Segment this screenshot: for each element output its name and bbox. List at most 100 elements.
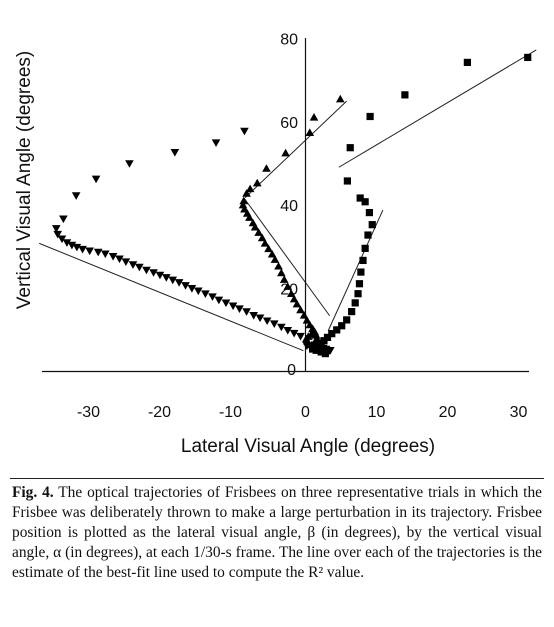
triangle-down-marker xyxy=(193,287,203,296)
triangle-up-marker xyxy=(257,233,267,242)
square-marker xyxy=(348,307,356,316)
triangle-up-marker xyxy=(279,275,289,283)
y-tick-label: 80 xyxy=(280,32,298,49)
x-tick-labels: -30 -20 -10 0 10 20 30 xyxy=(77,404,528,421)
square-marker xyxy=(354,290,362,298)
square-marker xyxy=(524,53,532,62)
triangle-down-marker xyxy=(240,127,249,136)
square-marker xyxy=(346,144,354,152)
triangle-down-marker xyxy=(128,261,138,269)
triangle-up-marker xyxy=(309,113,319,121)
triangle-down-marker xyxy=(235,305,244,313)
x-tick-label: 30 xyxy=(510,404,528,421)
x-tick-label: -30 xyxy=(77,404,100,421)
triangle-down-marker xyxy=(142,266,151,275)
triangle-down-marker xyxy=(125,160,134,168)
square-marker xyxy=(343,316,351,324)
triangle-down-marker xyxy=(108,252,118,261)
triangle-up-marker xyxy=(254,228,263,236)
triangle-down-marker xyxy=(228,302,238,311)
scatter-chart: -30 -20 -10 0 10 20 30 0 20 40 60 80 Lateral Visua… xyxy=(14,32,537,457)
triangle-down-marker xyxy=(100,250,110,259)
y-tick-label: 60 xyxy=(280,115,298,132)
triangle-down-marker xyxy=(289,329,299,338)
square-marker xyxy=(364,231,372,239)
triangle-up-marker xyxy=(289,294,299,303)
triangle-down-marker xyxy=(168,276,178,285)
x-tick-label: -10 xyxy=(219,404,242,421)
triangle-up-marker xyxy=(335,94,345,103)
x-tick-label: 20 xyxy=(439,404,457,421)
triangle-down-marker xyxy=(121,258,131,266)
triangle-up-marker xyxy=(274,261,283,270)
x-tick-label: 10 xyxy=(368,404,386,421)
triangle-up-marker xyxy=(305,128,315,137)
triangle-up-marker xyxy=(242,189,251,197)
triangle-down-marker xyxy=(57,235,67,244)
y-tick-label: 40 xyxy=(280,198,298,215)
triangle-up-marker xyxy=(309,328,318,336)
figure-caption: Fig. 4. The optical trajectories of Fris… xyxy=(12,483,542,583)
triangle-down-marker xyxy=(135,263,144,272)
triangle-up-marker xyxy=(250,222,260,231)
triangle-up-marker xyxy=(287,289,296,298)
triangle-down-marker xyxy=(62,239,72,247)
triangle-up-marker xyxy=(245,213,254,221)
triangle-down-marker xyxy=(181,282,190,290)
square-marker xyxy=(343,177,351,185)
caption-rule xyxy=(10,478,544,479)
data-points xyxy=(51,53,532,358)
triangle-down-marker xyxy=(221,299,231,308)
triangle-up-marker xyxy=(296,305,305,314)
triangle-up-marker xyxy=(262,164,271,172)
triangle-down-marker xyxy=(78,245,87,254)
triangle-down-marker xyxy=(174,279,184,287)
triangle-up-marker xyxy=(292,299,302,308)
triangle-down-marker xyxy=(214,296,224,305)
triangle-up-marker xyxy=(245,184,255,193)
square-marker xyxy=(317,348,325,356)
triangle-down-marker xyxy=(149,269,158,277)
triangle-down-marker xyxy=(249,312,258,320)
square-marker xyxy=(351,299,359,307)
triangle-down-marker xyxy=(208,293,217,301)
square-marker xyxy=(312,346,320,354)
triangle-up-marker xyxy=(252,178,262,187)
triangle-down-marker xyxy=(269,320,279,328)
y-tick-labels: 020406080 xyxy=(280,32,298,379)
triangle-down-marker xyxy=(93,248,103,257)
square-marker xyxy=(359,256,367,265)
triangle-up-marker xyxy=(264,244,273,253)
triangle-down-marker xyxy=(187,285,197,293)
triangle-down-marker xyxy=(162,274,171,282)
triangle-up-marker xyxy=(299,311,309,319)
triangle-down-marker xyxy=(115,255,124,264)
triangle-down-marker xyxy=(72,243,82,252)
square-marker xyxy=(463,58,471,67)
square-marker xyxy=(361,244,369,252)
triangle-down-marker xyxy=(67,241,77,250)
square-marker xyxy=(333,326,341,334)
triangle-up-marker xyxy=(267,249,277,258)
triangle-up-marker xyxy=(281,148,290,157)
square-marker xyxy=(368,221,376,229)
triangle-down-marker xyxy=(277,323,286,332)
triangle-down-marker xyxy=(155,271,165,280)
square-marker xyxy=(357,268,365,276)
caption-label: Fig. 4. xyxy=(12,484,54,501)
triangle-down-marker xyxy=(296,332,305,341)
triangle-down-marker xyxy=(255,314,265,323)
x-axis-title: Lateral Visual Angle (degrees) xyxy=(181,436,435,457)
fit-line xyxy=(244,100,348,198)
square-marker xyxy=(365,208,373,217)
triangle-down-marker xyxy=(91,175,101,184)
fit-line xyxy=(327,209,384,331)
triangle-down-marker xyxy=(59,215,68,224)
triangle-down-marker xyxy=(262,317,272,326)
triangle-up-marker xyxy=(277,268,286,277)
triangle-down-marker xyxy=(85,247,94,256)
triangle-up-marker xyxy=(302,316,312,324)
triangle-down-marker xyxy=(51,225,61,233)
square-marker xyxy=(328,330,336,338)
fit-line xyxy=(39,242,304,352)
